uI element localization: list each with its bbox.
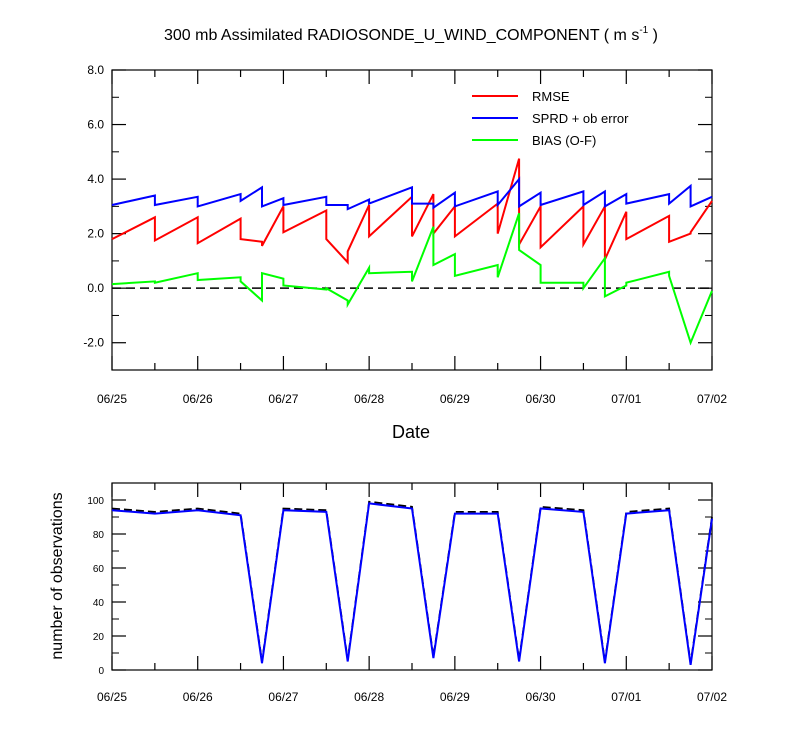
y-tick-label: 0.0 [87, 281, 104, 295]
series-line-rmse [111, 158, 713, 265]
top-plot-area: 06/25 06/26 06/27 06/28 06/29 06/30 07/01 07/02… [83, 63, 727, 406]
legend-label: BIAS (O-F) [532, 133, 596, 148]
x-tick-label: 06/29 [440, 392, 470, 406]
x-tick-label: 07/02 [697, 690, 727, 704]
x-tick-label: 06/27 [268, 690, 298, 704]
x-tick-label: 06/30 [526, 392, 556, 406]
chart-title: 300 mb Assimilated RADIOSONDE_U_WIND_COM… [164, 25, 658, 44]
bottom-chart: 06/25 06/26 06/27 06/28 06/29 06/30 07/01 07/02… [49, 482, 727, 704]
y-tick-label: 60 [93, 564, 105, 575]
y-tick-label: 100 [87, 496, 104, 507]
series-line-sprd-ob-error [111, 176, 713, 211]
legend-label: RMSE [532, 89, 570, 104]
x-tick-label: 06/28 [354, 392, 384, 406]
x-axis-label: Date [392, 422, 430, 442]
x-tick-label: 06/27 [268, 392, 298, 406]
y-tick-label: 2.0 [87, 227, 104, 241]
y-tick-label: 6.0 [87, 118, 104, 132]
y-tick-label: 80 [93, 530, 105, 541]
y-tick-label: 8.0 [87, 63, 104, 77]
x-tick-label: 07/01 [611, 690, 641, 704]
series-line-possible-observations [111, 500, 713, 664]
x-tick-label: 06/25 [97, 690, 127, 704]
series-line-used-observations [111, 502, 713, 666]
title-end-text: ) [648, 27, 658, 44]
x-tick-label: 06/28 [354, 690, 384, 704]
series-line-bias-o-f [111, 212, 713, 346]
legend-label: SPRD + ob error [532, 111, 629, 126]
y-tick-label: 40 [93, 598, 105, 609]
legend: RMSE SPRD + ob error BIAS (O-F) [472, 89, 629, 148]
y-tick-label: 20 [93, 632, 105, 643]
x-tick-label: 07/02 [697, 392, 727, 406]
title-main-text: 300 mb Assimilated RADIOSONDE_U_WIND_COM… [164, 27, 639, 44]
y-tick-label: 4.0 [87, 172, 104, 186]
x-tick-label: 06/30 [526, 690, 556, 704]
x-tick-label: 06/25 [97, 392, 127, 406]
x-tick-label: 07/01 [611, 392, 641, 406]
y-tick-label: 0 [98, 666, 104, 677]
y-axis-label: number of observations [49, 492, 66, 659]
bottom-plot-area: 06/25 06/26 06/27 06/28 06/29 06/30 07/01 07/02… [87, 482, 727, 704]
x-tick-label: 06/29 [440, 690, 470, 704]
x-tick-label: 06/26 [183, 392, 213, 406]
title-superscript: -1 [639, 25, 648, 36]
y-tick-label: -2.0 [83, 336, 104, 350]
x-tick-label: 06/26 [183, 690, 213, 704]
top-chart: 300 mb Assimilated RADIOSONDE_U_WIND_COM… [83, 25, 727, 442]
